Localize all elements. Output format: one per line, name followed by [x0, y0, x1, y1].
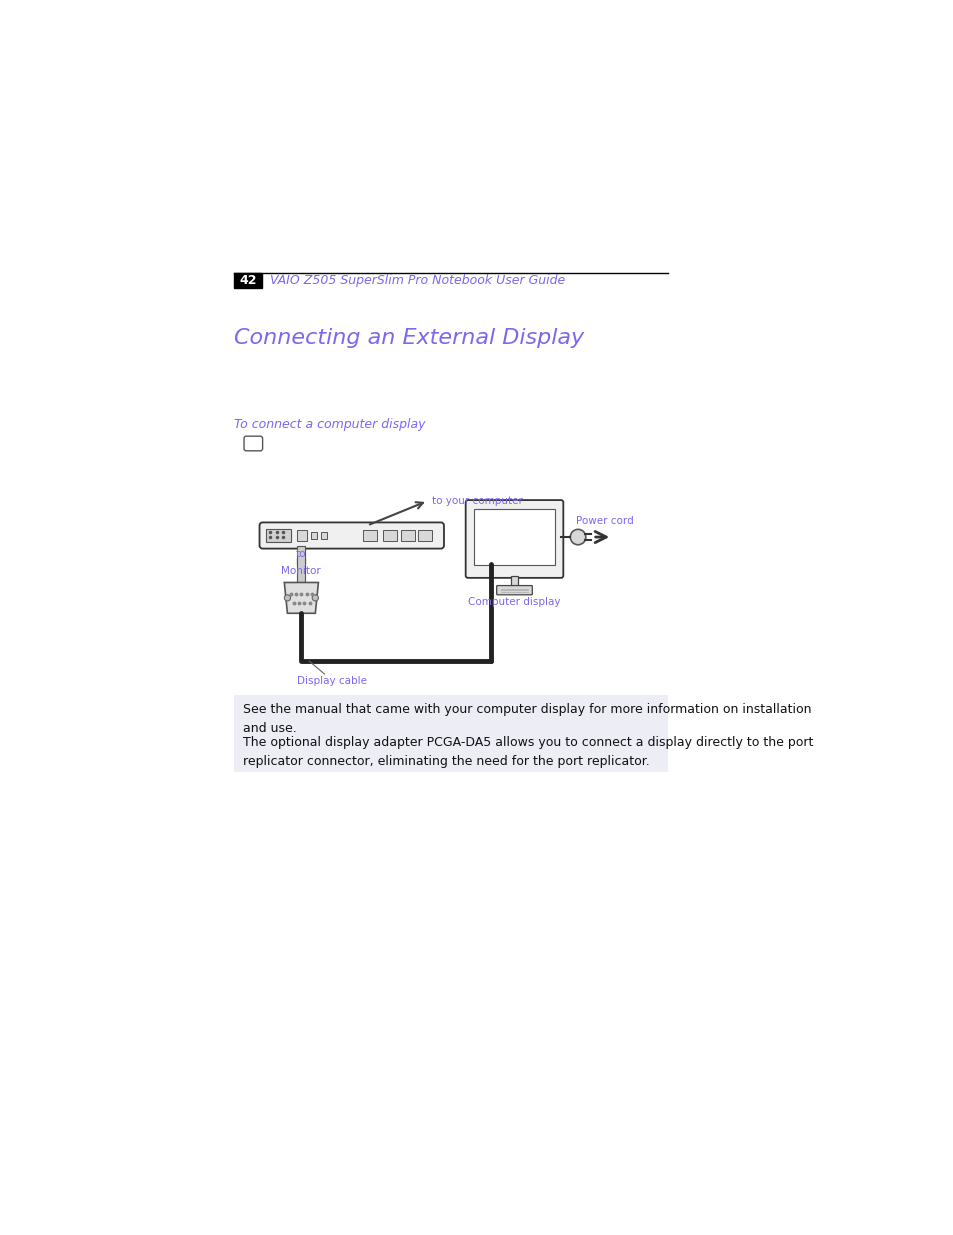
Polygon shape	[284, 583, 318, 614]
Text: Display cable: Display cable	[297, 676, 367, 685]
Text: Computer display: Computer display	[468, 597, 560, 608]
Bar	[510, 576, 517, 587]
Ellipse shape	[570, 530, 585, 545]
Bar	[311, 531, 316, 538]
Text: The optional display adapter PCGA-DA5 allows you to connect a display directly t: The optional display adapter PCGA-DA5 al…	[243, 736, 813, 768]
Text: Power cord: Power cord	[576, 516, 634, 526]
FancyBboxPatch shape	[259, 522, 443, 548]
Circle shape	[284, 595, 291, 601]
Bar	[297, 546, 305, 584]
FancyBboxPatch shape	[465, 500, 562, 578]
Bar	[363, 530, 377, 541]
FancyBboxPatch shape	[497, 585, 532, 595]
Bar	[297, 530, 307, 541]
Circle shape	[312, 595, 318, 601]
Bar	[400, 530, 415, 541]
Bar	[233, 695, 667, 772]
Text: to: to	[295, 550, 306, 559]
Text: VAIO Z505 SuperSlim Pro Notebook User Guide: VAIO Z505 SuperSlim Pro Notebook User Gu…	[270, 274, 564, 288]
Bar	[474, 509, 555, 564]
Bar	[320, 531, 327, 538]
Text: See the manual that came with your computer display for more information on inst: See the manual that came with your compu…	[243, 703, 811, 735]
Text: Monitor: Monitor	[281, 567, 321, 577]
Bar	[382, 530, 396, 541]
Bar	[297, 558, 305, 564]
Bar	[417, 530, 431, 541]
Text: Connecting an External Display: Connecting an External Display	[233, 327, 583, 347]
Text: 42: 42	[239, 274, 256, 288]
Text: to your computer: to your computer	[431, 496, 522, 506]
Bar	[266, 529, 291, 542]
Bar	[233, 273, 261, 288]
Text: To connect a computer display: To connect a computer display	[233, 417, 425, 431]
